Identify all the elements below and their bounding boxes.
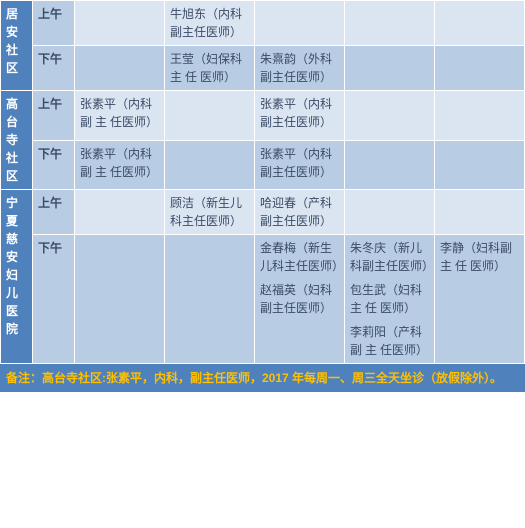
period-cell: 下午 bbox=[33, 46, 75, 91]
doctor-cell bbox=[75, 190, 165, 235]
doctor-cell: 王莹（妇保科 主 任 医师） bbox=[165, 46, 255, 91]
doctor-cell: 哈迎春（产科副主任医师） bbox=[255, 190, 345, 235]
doctor-cell: 牛旭东（内科副主任医师） bbox=[165, 1, 255, 46]
doctor-cell bbox=[255, 1, 345, 46]
schedule-row: 高 台寺 社区上午张素平（内科副 主 任医师）张素平（内科副主任医师） bbox=[1, 91, 525, 141]
doctor-cell bbox=[75, 1, 165, 46]
schedule-row: 下午张素平（内科副 主 任医师） 张素平（内科副主任医师） bbox=[1, 140, 525, 190]
doctor-cell bbox=[435, 190, 525, 235]
period-cell: 下午 bbox=[33, 235, 75, 364]
doctor-cell: 金春梅（新生儿科主任医师）赵福英（妇科副主任医师） bbox=[255, 235, 345, 364]
doctor-cell: 李静（妇科副 主 任 医师） bbox=[435, 235, 525, 364]
doctor-cell bbox=[435, 91, 525, 141]
schedule-row: 宁 夏慈 安妇 儿医院上午顾洁（新生儿科主任医师）哈迎春（产科副主任医师） bbox=[1, 190, 525, 235]
doctor-cell bbox=[435, 46, 525, 91]
footnote: 备注：高台寺社区:张素平，内科，副主任医师，2017 年每周一、周三全天坐诊（放… bbox=[0, 364, 525, 392]
doctor-cell bbox=[345, 1, 435, 46]
doctor-cell bbox=[435, 140, 525, 190]
doctor-cell: 张素平（内科副 主 任医师） bbox=[75, 91, 165, 141]
doctor-cell bbox=[345, 91, 435, 141]
doctor-cell: 张素平（内科副 主 任医师） bbox=[75, 140, 165, 190]
location-cell: 高 台寺 社区 bbox=[1, 91, 33, 190]
period-cell: 上午 bbox=[33, 91, 75, 141]
doctor-cell bbox=[345, 46, 435, 91]
doctor-cell bbox=[165, 140, 255, 190]
doctor-cell: 朱冬庆（新儿科副主任医师）包生武（妇科 主 任 医师）李莉阳（产科 副 主 任医… bbox=[345, 235, 435, 364]
period-cell: 上午 bbox=[33, 190, 75, 235]
period-cell: 上午 bbox=[33, 1, 75, 46]
schedule-row: 居 安社区上午牛旭东（内科副主任医师） bbox=[1, 1, 525, 46]
doctor-cell bbox=[75, 46, 165, 91]
doctor-cell bbox=[345, 140, 435, 190]
doctor-cell bbox=[165, 235, 255, 364]
schedule-row: 下午 王莹（妇保科 主 任 医师）朱熹韵（外科副主任医师） bbox=[1, 46, 525, 91]
schedule-row: 下午 金春梅（新生儿科主任医师）赵福英（妇科副主任医师）朱冬庆（新儿科副主任医师）… bbox=[1, 235, 525, 364]
schedule-table: 居 安社区上午牛旭东（内科副主任医师）下午王莹（妇保科 主 任 医师）朱熹韵（外… bbox=[0, 0, 525, 364]
doctor-cell bbox=[75, 235, 165, 364]
location-cell: 居 安社区 bbox=[1, 1, 33, 91]
doctor-cell bbox=[165, 91, 255, 141]
doctor-cell: 朱熹韵（外科副主任医师） bbox=[255, 46, 345, 91]
period-cell: 下午 bbox=[33, 140, 75, 190]
doctor-cell bbox=[435, 1, 525, 46]
location-cell: 宁 夏慈 安妇 儿医院 bbox=[1, 190, 33, 364]
doctor-cell bbox=[345, 190, 435, 235]
doctor-cell: 张素平（内科副主任医师） bbox=[255, 91, 345, 141]
doctor-cell: 张素平（内科副主任医师） bbox=[255, 140, 345, 190]
doctor-cell: 顾洁（新生儿科主任医师） bbox=[165, 190, 255, 235]
